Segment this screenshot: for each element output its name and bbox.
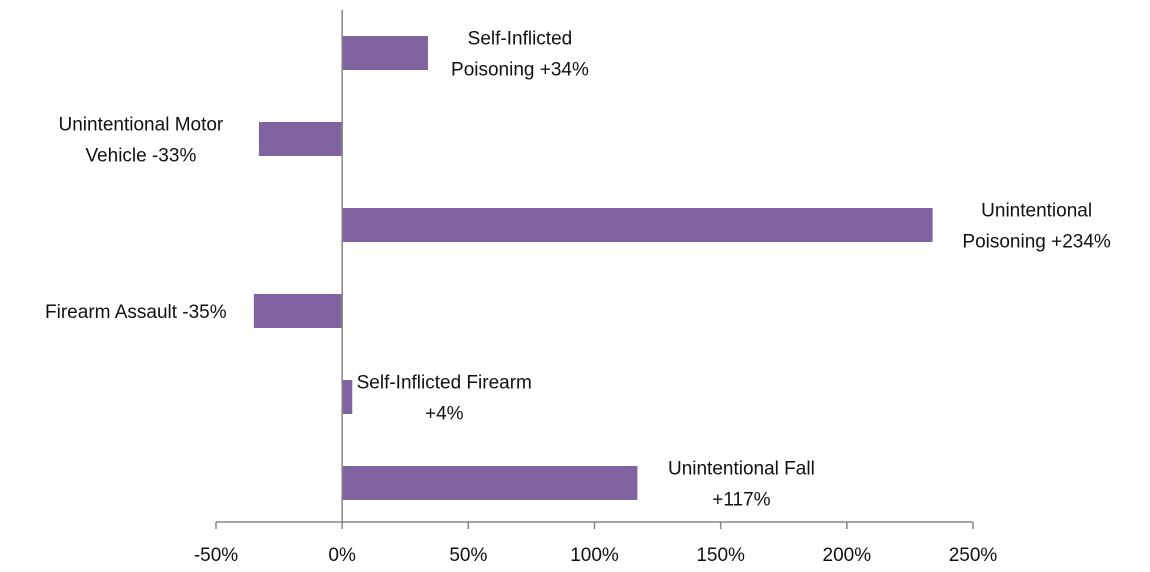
x-tick-label: 0% [328, 545, 356, 566]
data-label-line: Poisoning +34% [451, 60, 589, 81]
bar-2 [258, 122, 343, 156]
data-label-3: Unintentional Poisoning +234% [962, 201, 1111, 253]
data-label-1: Self-Inflicted Poisoning +34% [451, 29, 589, 81]
data-label-line: Unintentional [981, 201, 1092, 222]
data-label-line: Vehicle -33% [85, 146, 196, 167]
data-label-2: Unintentional Motor Vehicle -33% [59, 115, 224, 167]
x-tick-label: 50% [449, 545, 487, 566]
data-label-line: Unintentional Fall [668, 459, 815, 480]
data-label-6: Unintentional Fall +117% [668, 459, 815, 511]
x-tick-label: 100% [570, 545, 619, 566]
data-label-4: Firearm Assault -35% [45, 302, 227, 323]
data-labels-layer: Self-Inflicted Poisoning +34% Unintentiona… [45, 29, 1111, 511]
bar-5 [342, 380, 353, 414]
data-label-5: Self-Inflicted Firearm +4% [357, 373, 532, 425]
x-tick-label: 200% [823, 545, 872, 566]
axes-layer: -50% 0% 50% 100% 150% 200% 250% [194, 10, 998, 566]
data-label-line: Self-Inflicted Firearm [357, 373, 532, 394]
data-label-line: Firearm Assault -35% [45, 302, 227, 323]
bar-1 [342, 36, 428, 70]
bar-3 [342, 208, 933, 242]
data-label-line: Self-Inflicted [468, 29, 573, 50]
data-label-line: Poisoning +234% [962, 232, 1111, 253]
data-label-line: +117% [712, 490, 770, 511]
x-tick-label: -50% [194, 545, 238, 566]
x-tick-label: 250% [949, 545, 998, 566]
bars-layer [253, 36, 933, 500]
x-tick-label: 150% [696, 545, 745, 566]
bar-4 [253, 294, 343, 328]
data-label-line: Unintentional Motor [59, 115, 224, 136]
bar-6 [342, 466, 638, 500]
data-label-line: +4% [425, 404, 464, 425]
